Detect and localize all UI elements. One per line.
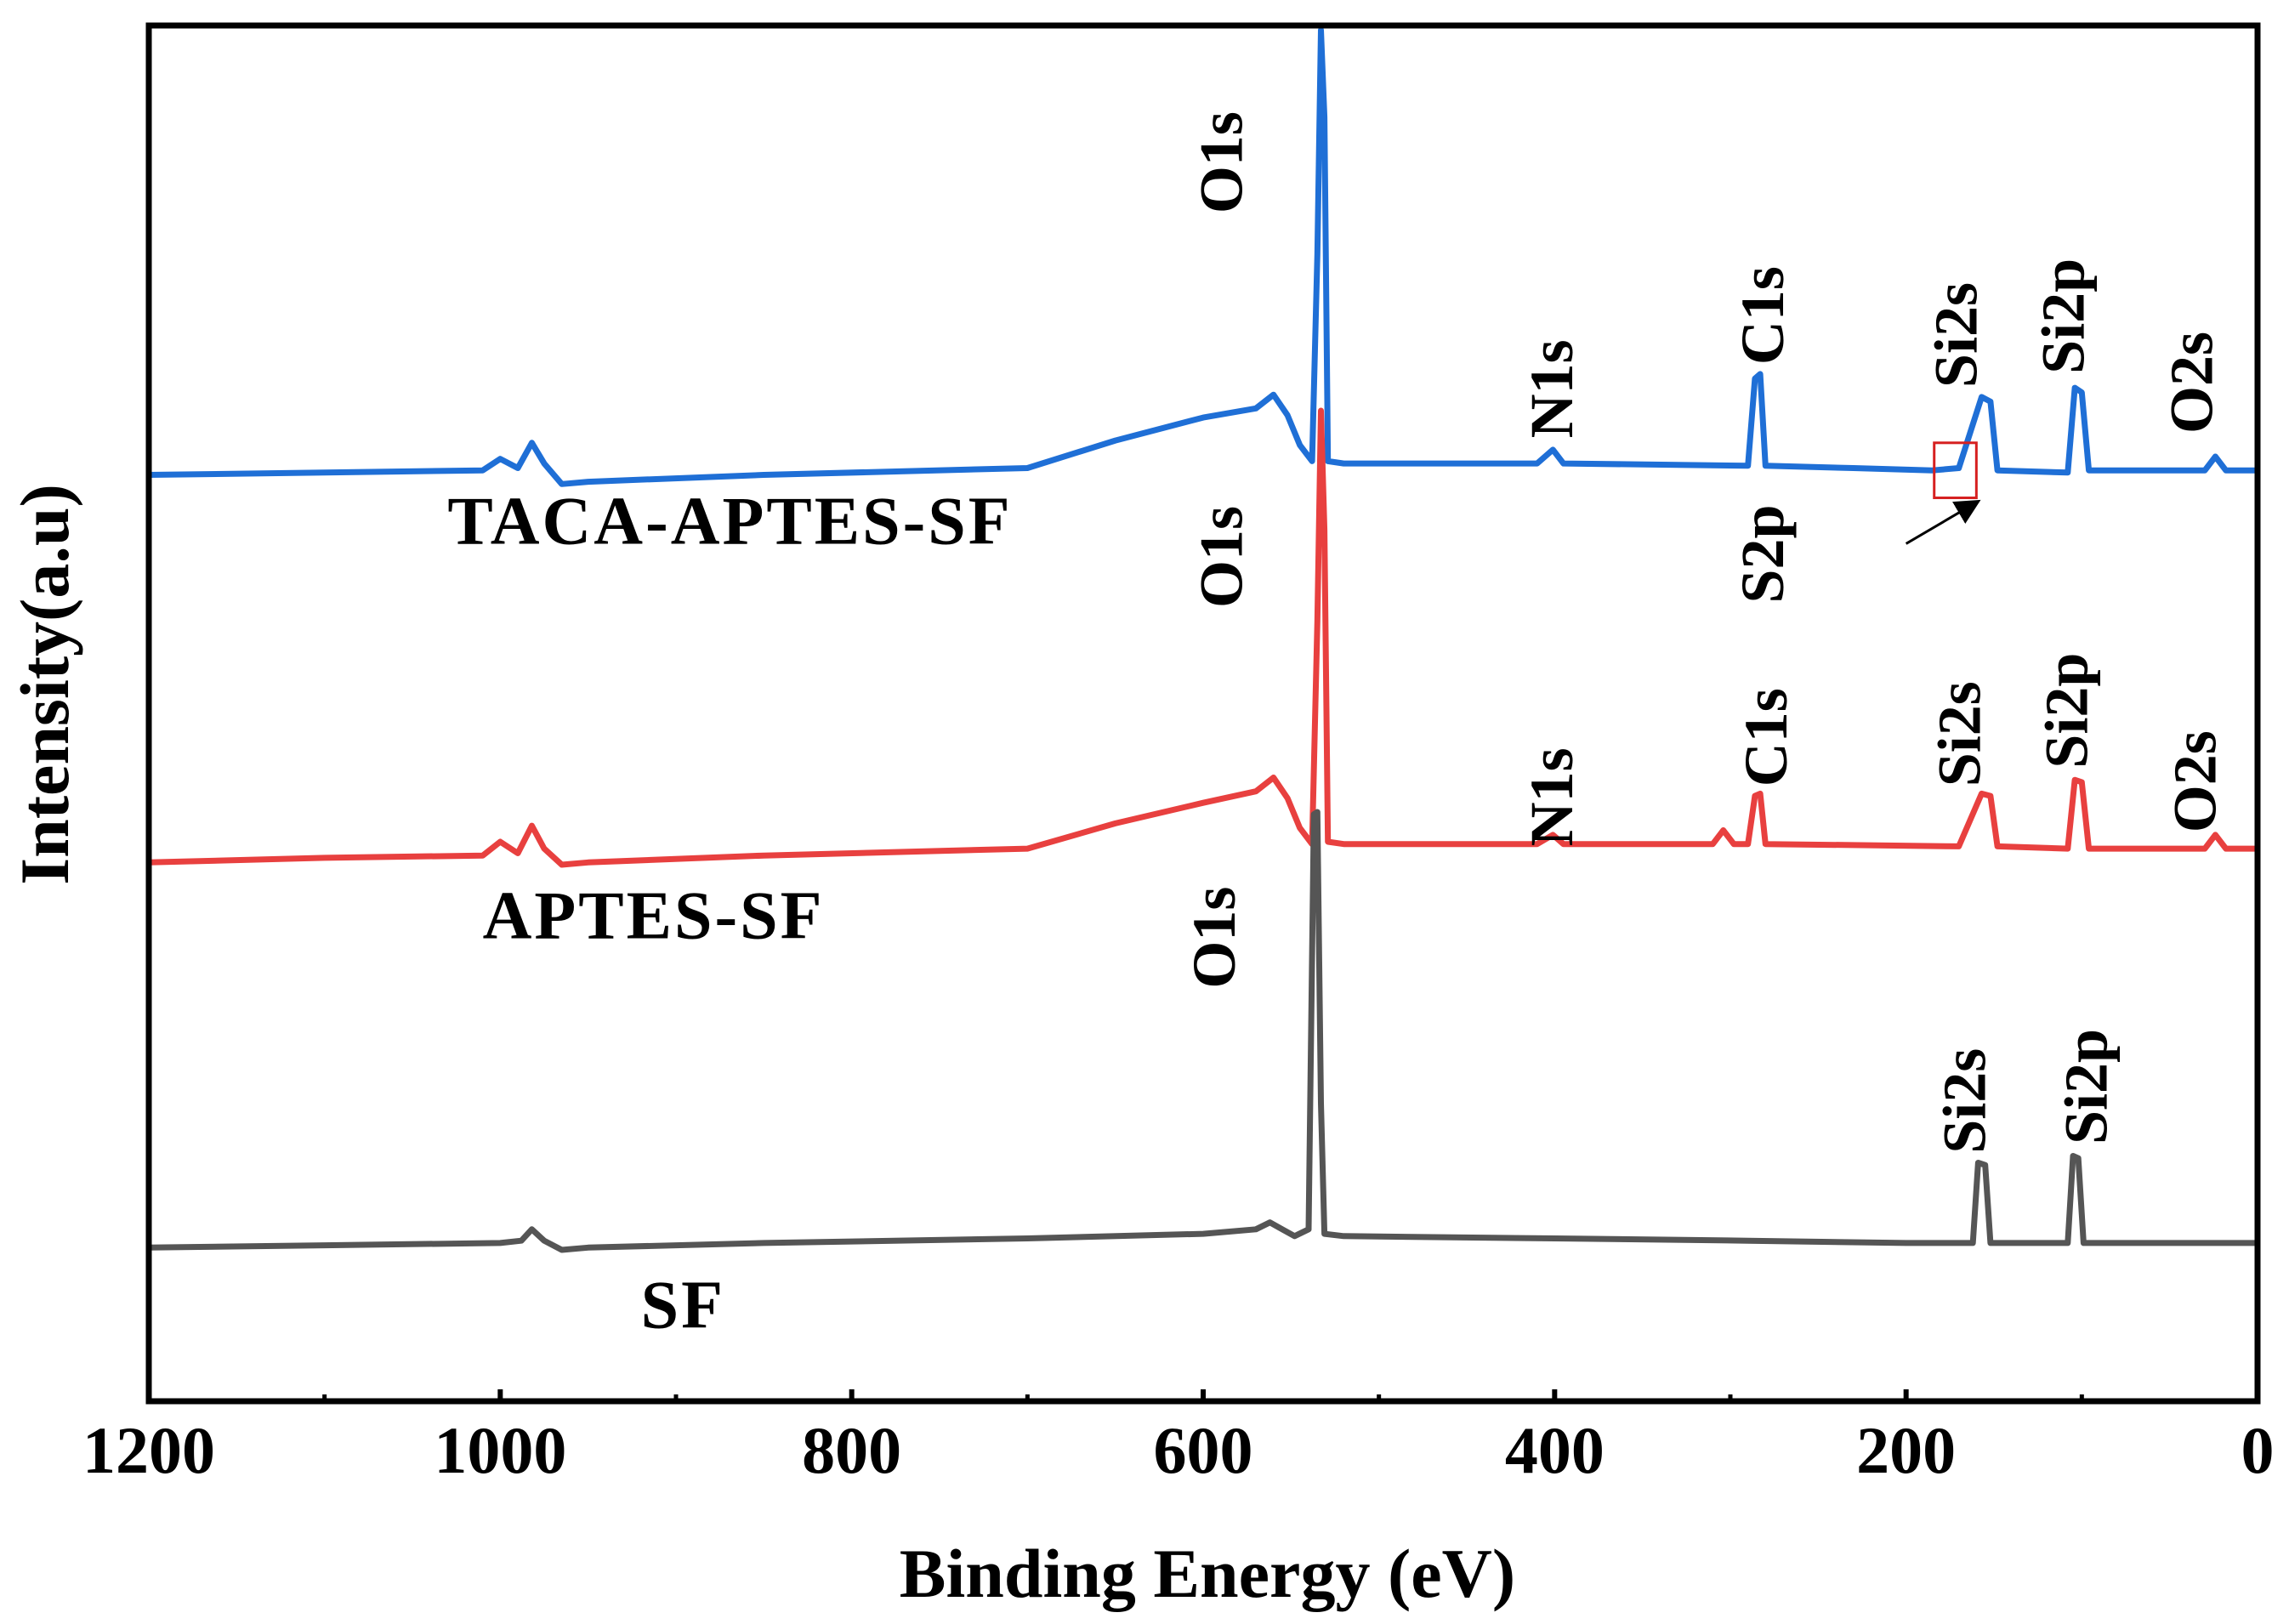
peak-label-aptes-sf-c1s: C1s: [1732, 688, 1800, 786]
x-tick-label-800: 800: [802, 1413, 901, 1487]
series-label-aptes-sf: APTES-SF: [483, 878, 825, 953]
x-tick-label-1000: 1000: [434, 1413, 566, 1487]
x-tick-label-0: 0: [2241, 1413, 2275, 1487]
zoom-box-annotation: [1933, 441, 1978, 500]
x-tick-label-200: 200: [1856, 1413, 1956, 1487]
peak-label-taca-aptes-sf-o2s: O2s: [2157, 332, 2225, 434]
peak-label-sf-si2p: Si2p: [2052, 1029, 2120, 1144]
arrow-annotation: [1905, 499, 1981, 545]
peak-label-sf-o1s: O1s: [1180, 887, 1248, 989]
series-line-taca-aptes-sf: [145, 26, 2261, 487]
x-tick-label-1200: 1200: [82, 1413, 215, 1487]
peak-label-taca-aptes-sf-si2p: Si2p: [2029, 258, 2097, 374]
y-axis-title: Intensity(a.u): [6, 484, 83, 885]
peak-label-taca-aptes-sf-s2p: S2p: [1729, 505, 1797, 604]
series-label-sf: SF: [641, 1269, 725, 1343]
series-layer: [145, 26, 2261, 1253]
axis-layer: 1200 1000 800 600 400 200 0: [82, 22, 2275, 1487]
peak-label-aptes-sf-o1s: O1s: [1188, 506, 1256, 608]
series-line-aptes-sf: [145, 407, 2261, 868]
peak-label-sf-si2s: Si2s: [1931, 1048, 1999, 1154]
x-axis-title: Binding Energy (eV): [900, 1535, 1515, 1612]
peak-label-taca-aptes-sf-c1s: C1s: [1729, 266, 1797, 365]
peak-label-aptes-sf-si2p: Si2p: [2033, 653, 2101, 769]
peak-label-aptes-sf-si2s: Si2s: [1926, 681, 1994, 786]
x-tick-label-400: 400: [1505, 1413, 1605, 1487]
annotation-layer: [1905, 441, 1981, 545]
peak-label-taca-aptes-sf-si2s: Si2s: [1922, 282, 1990, 388]
peak-label-taca-aptes-sf-o1s: O1s: [1188, 111, 1256, 213]
peak-label-taca-aptes-sf-n1s: N1s: [1518, 339, 1586, 438]
series-label-taca-aptes-sf: TACA-APTES-SF: [447, 484, 1012, 559]
peak-label-aptes-sf-o2s: O2s: [2161, 730, 2229, 832]
peak-label-aptes-sf-n1s: N1s: [1518, 747, 1586, 846]
series-line-sf: [145, 809, 2261, 1253]
x-tick-label-600: 600: [1154, 1413, 1253, 1487]
label-layer: TACA-APTES-SF APTES-SF SF O1s N1s C1s S2p Si2s S…: [447, 111, 2229, 1343]
